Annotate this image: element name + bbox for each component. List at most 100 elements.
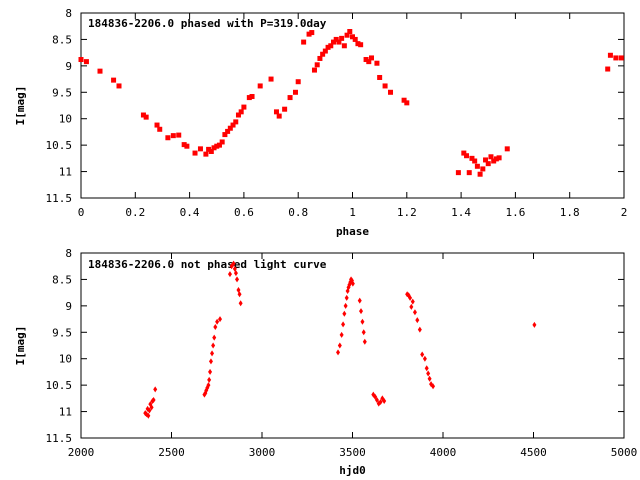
data-point	[480, 166, 486, 172]
data-point	[382, 398, 387, 404]
data-point	[295, 79, 301, 85]
y-tick-label: 9.5	[52, 86, 72, 99]
data-point	[282, 106, 288, 112]
data-point	[238, 300, 243, 307]
x-tick-label: 0.6	[234, 206, 254, 219]
data-point	[417, 326, 422, 333]
data-point	[333, 36, 339, 42]
data-point	[359, 308, 364, 315]
data-point	[151, 396, 156, 403]
data-point	[357, 297, 362, 304]
data-point	[388, 89, 394, 95]
data-point	[341, 43, 347, 49]
data-point	[208, 148, 214, 154]
x-tick-label: 0.2	[125, 206, 145, 219]
data-point	[483, 157, 489, 163]
data-point	[257, 83, 263, 89]
data-point	[342, 310, 347, 317]
data-point	[339, 331, 344, 338]
data-point	[339, 35, 345, 41]
data-point	[404, 100, 410, 106]
data-point	[208, 358, 213, 365]
x-tick-label: 1	[349, 206, 356, 219]
data-point	[618, 55, 624, 61]
data-point	[203, 151, 209, 157]
data-point	[341, 321, 346, 328]
data-point	[466, 170, 472, 176]
data-point	[233, 119, 239, 125]
data-point	[613, 55, 619, 61]
x-tick-label: 1.2	[397, 206, 417, 219]
data-point	[165, 135, 171, 141]
chart-title: 184836-2206.0 phased with P=319.0day	[88, 17, 327, 30]
y-tick-label: 8.5	[52, 273, 72, 286]
x-axis-label: hjd0	[339, 464, 366, 477]
data-point	[422, 355, 427, 362]
data-point	[344, 32, 350, 38]
y-tick-label: 10	[59, 113, 72, 126]
data-point	[225, 128, 231, 134]
data-point	[455, 170, 461, 176]
data-point	[311, 67, 317, 73]
x-tick-label: 2000	[68, 446, 95, 459]
y-tick-label: 9	[65, 300, 72, 313]
y-tick-label: 11	[59, 166, 72, 179]
data-point	[355, 41, 361, 47]
data-point	[235, 112, 241, 118]
x-tick-label: 0.8	[288, 206, 308, 219]
data-point	[366, 59, 372, 65]
data-point	[210, 350, 215, 357]
data-point	[461, 150, 467, 156]
x-tick-label: 0.4	[180, 206, 200, 219]
data-point	[237, 291, 242, 298]
data-point	[485, 161, 491, 167]
data-point	[350, 34, 355, 40]
data-point	[358, 42, 364, 48]
data-point	[176, 132, 182, 138]
data-point	[374, 396, 379, 403]
data-point	[605, 66, 611, 72]
data-point	[464, 153, 470, 159]
y-tick-label: 8	[65, 247, 72, 260]
data-point	[409, 303, 414, 310]
data-point	[317, 55, 323, 61]
data-point	[154, 122, 160, 128]
data-point	[216, 142, 222, 148]
data-point	[382, 83, 388, 89]
data-point	[360, 318, 365, 325]
data-point	[309, 30, 315, 36]
y-tick-label: 10	[59, 353, 72, 366]
data-point	[238, 109, 244, 115]
data-point	[496, 155, 502, 161]
data-point	[420, 351, 425, 358]
data-point	[146, 412, 151, 419]
data-point	[474, 163, 480, 169]
data-point	[336, 349, 341, 356]
data-point	[214, 143, 220, 149]
data-point	[504, 146, 510, 152]
data-point	[362, 338, 367, 345]
data-point	[227, 271, 232, 278]
x-tick-label: 2	[621, 206, 628, 219]
data-point	[235, 276, 240, 283]
data-point	[97, 68, 103, 74]
data-point	[222, 132, 228, 138]
data-point	[426, 370, 431, 377]
data-point	[314, 62, 320, 68]
y-tick-label: 10.5	[46, 379, 73, 392]
data-point	[276, 113, 282, 119]
x-tick-label: 0	[78, 206, 85, 219]
data-point	[192, 150, 198, 156]
y-tick-label: 9.5	[52, 326, 72, 339]
data-point	[491, 158, 497, 164]
data-point	[246, 95, 252, 101]
plot-frame	[80, 12, 625, 199]
y-tick-label: 11.5	[46, 192, 73, 205]
x-tick-label: 3000	[249, 446, 276, 459]
data-point	[377, 74, 383, 80]
data-point	[78, 57, 84, 63]
data-point	[219, 139, 225, 145]
data-point	[184, 143, 190, 149]
y-axis-label: I[mag]	[14, 86, 27, 126]
data-point	[350, 280, 355, 287]
